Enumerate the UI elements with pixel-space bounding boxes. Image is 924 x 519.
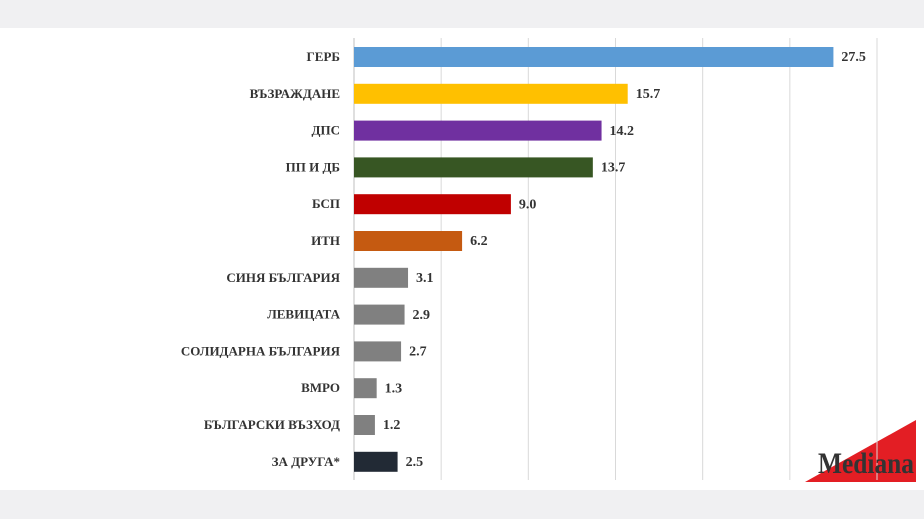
bar [354, 451, 398, 472]
logo: Mediana [818, 447, 914, 480]
category-label: ВМРО [301, 380, 340, 395]
bar [354, 415, 375, 435]
bar [354, 120, 602, 141]
category-label: ЗА ДРУГА* [272, 454, 340, 469]
category-label: БСП [312, 196, 340, 211]
bar [354, 83, 628, 104]
value-label: 13.7 [601, 161, 626, 176]
bar [354, 47, 834, 67]
logo-triangle [805, 420, 916, 482]
bar [354, 194, 511, 215]
bar [354, 304, 405, 325]
value-label: 3.1 [416, 271, 434, 286]
value-label: 6.2 [470, 234, 488, 249]
category-label: ДПС [312, 123, 340, 138]
value-label: 9.0 [519, 197, 537, 212]
value-label: 2.9 [413, 308, 431, 323]
bar [354, 378, 377, 399]
value-label: 2.7 [409, 345, 427, 360]
value-label: 2.5 [406, 455, 424, 470]
category-label: СИНЯ БЪЛГАРИЯ [226, 270, 340, 285]
category-label: БЪЛГАРСКИ ВЪЗХОД [204, 417, 340, 432]
bar [354, 267, 409, 288]
value-label: 1.3 [385, 381, 403, 396]
category-label: ВЪЗРАЖДАНЕ [250, 86, 340, 101]
category-label: ИТН [311, 233, 340, 248]
category-label: ЛЕВИЦАТА [267, 307, 341, 322]
category-label: ПП И ДБ [286, 159, 340, 174]
bar [354, 231, 463, 251]
bar [354, 341, 402, 362]
value-label: 15.7 [636, 87, 661, 102]
value-label: 1.2 [383, 418, 401, 433]
top-strip [0, 0, 924, 28]
category-label: СОЛИДАРНА БЪЛГАРИЯ [181, 343, 341, 358]
value-label: 14.2 [610, 124, 635, 139]
value-label: 27.5 [841, 50, 866, 65]
category-label: ГЕРБ [307, 49, 340, 64]
bar [354, 157, 593, 178]
chart-area [0, 28, 924, 490]
